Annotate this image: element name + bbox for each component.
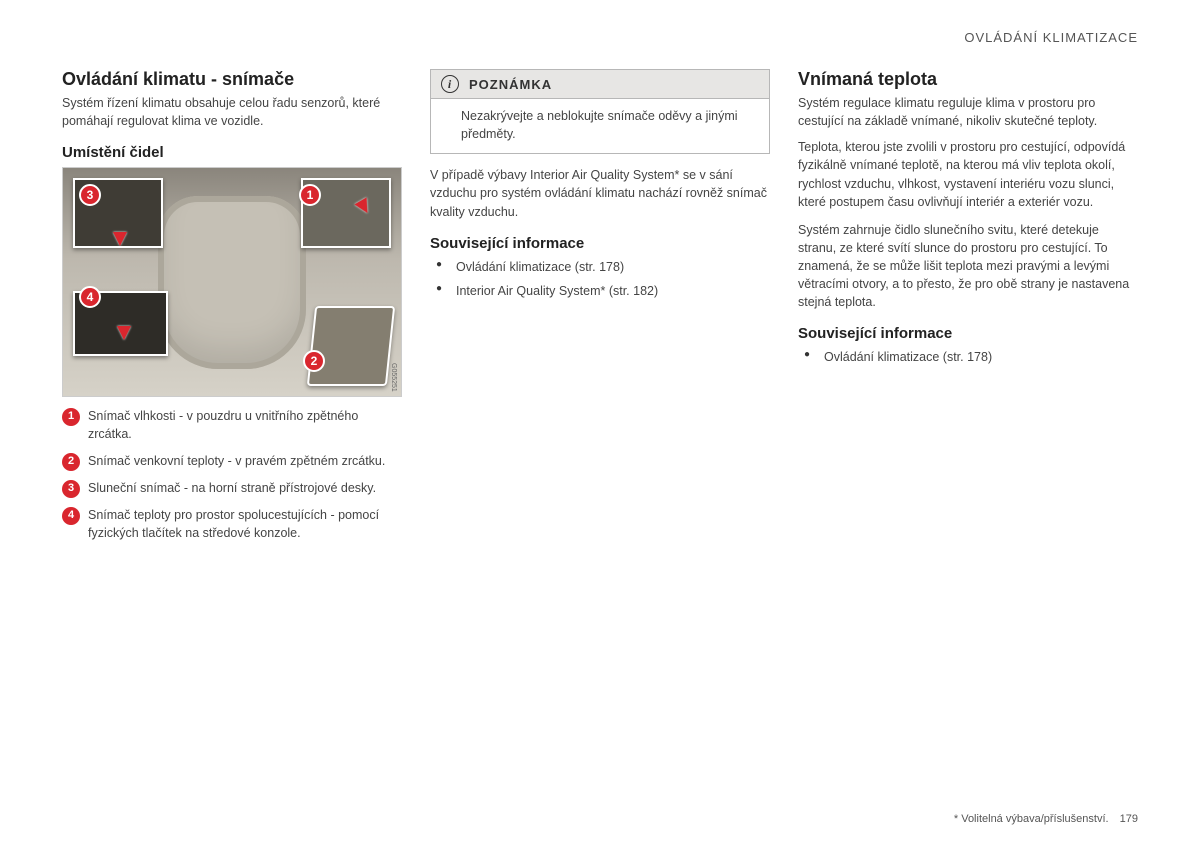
diagram-arrow-3 (113, 232, 127, 246)
note-body: Nezakrývejte a neblokujte snímače oděvy … (431, 99, 769, 153)
section-header: OVLÁDÁNÍ KLIMATIZACE (62, 30, 1138, 45)
col1-intro: Systém řízení klimatu obsahuje celou řad… (62, 94, 402, 130)
col1-title: Ovládání klimatu - snímače (62, 69, 402, 90)
column-3: Vnímaná teplota Systém regulace klimatu … (798, 69, 1138, 550)
diagram-arrow-4 (117, 326, 131, 340)
col3-related-list: Ovládání klimatizace (str. 178) (798, 348, 1138, 366)
sensor-list: 1 Snímač vlhkosti - v pouzdru u vnitřníh… (62, 407, 402, 542)
sensor-diagram: 1 2 3 4 G055251 (62, 167, 402, 397)
col3-paragraph-1: Teplota, kterou jste zvolili v prostoru … (798, 138, 1138, 211)
diagram-image-number: G055251 (390, 363, 397, 392)
col3-related-item-1: Ovládání klimatizace (str. 178) (802, 348, 1138, 366)
col2-related-item-1: Ovládání klimatizace (str. 178) (434, 258, 770, 276)
col3-paragraph-2: Systém zahrnuje čidlo slunečního svitu, … (798, 221, 1138, 312)
column-2: i POZNÁMKA Nezakrývejte a neblokujte sní… (430, 69, 770, 550)
col1-subheading: Umístění čidel (62, 144, 402, 161)
col2-related-list: Ovládání klimatizace (str. 178) Interior… (430, 258, 770, 300)
sensor-text-3: Sluneční snímač - na horní straně přístr… (88, 479, 376, 497)
col2-related-heading: Související informace (430, 235, 770, 252)
col2-paragraph-1: V případě výbavy Interior Air Quality Sy… (430, 166, 770, 220)
col3-related-heading: Související informace (798, 325, 1138, 342)
footer-note: * Volitelná výbava/příslušenství. (954, 813, 1109, 825)
sensor-item-4: 4 Snímač teploty pro prostor spolucestuj… (62, 506, 402, 542)
col3-intro: Systém regulace klimatu reguluje klima v… (798, 94, 1138, 130)
info-icon: i (441, 75, 459, 93)
diagram-inset-2 (307, 306, 395, 386)
sensor-bubble-1: 1 (62, 408, 80, 426)
sensor-bubble-4: 4 (62, 507, 80, 525)
page-footer: * Volitelná výbava/příslušenství. 179 (954, 813, 1138, 825)
content-columns: Ovládání klimatu - snímače Systém řízení… (62, 69, 1138, 550)
sensor-bubble-3: 3 (62, 480, 80, 498)
col2-related-item-2: Interior Air Quality System* (str. 182) (434, 282, 770, 300)
sensor-item-3: 3 Sluneční snímač - na horní straně přís… (62, 479, 402, 498)
page-number: 179 (1120, 813, 1138, 825)
sensor-bubble-2: 2 (62, 453, 80, 471)
sensor-text-1: Snímač vlhkosti - v pouzdru u vnitřního … (88, 407, 402, 443)
sensor-item-1: 1 Snímač vlhkosti - v pouzdru u vnitřníh… (62, 407, 402, 443)
sensor-text-4: Snímač teploty pro prostor spolucestujíc… (88, 506, 402, 542)
note-label: POZNÁMKA (469, 77, 552, 92)
col3-title: Vnímaná teplota (798, 69, 1138, 90)
note-box: i POZNÁMKA Nezakrývejte a neblokujte sní… (430, 69, 770, 154)
sensor-item-2: 2 Snímač venkovní teploty - v pravém zpě… (62, 452, 402, 471)
note-header: i POZNÁMKA (431, 70, 769, 99)
column-1: Ovládání klimatu - snímače Systém řízení… (62, 69, 402, 550)
sensor-text-2: Snímač venkovní teploty - v pravém zpětn… (88, 452, 385, 470)
